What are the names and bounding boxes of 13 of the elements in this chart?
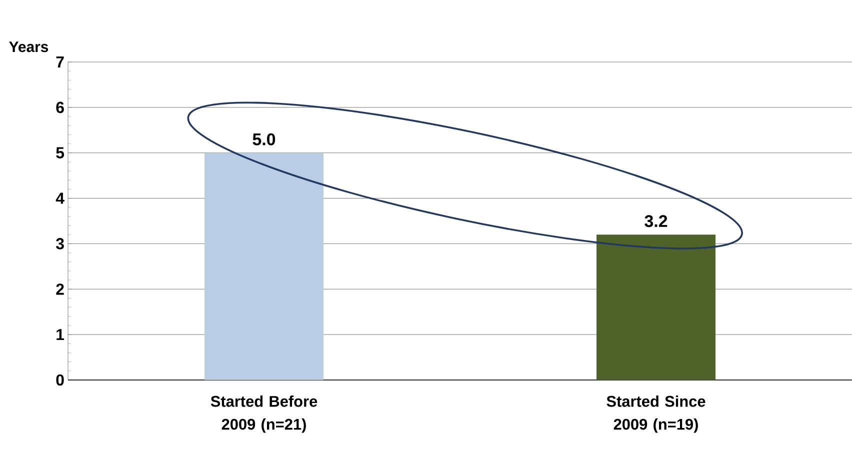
y-tick-label: 0 [56,374,64,386]
x-tick-label: Started Before 2009 (n=21) [210,396,318,433]
y-tick-label: 4 [56,192,64,204]
data-label: 5.0 [252,133,276,146]
x-tick-label: Started Since 2009 (n=19) [606,396,706,433]
y-tick-label: 6 [56,102,64,114]
y-tick-label: 3 [56,238,64,250]
y-tick-label: 1 [56,329,64,340]
y-tick-label: 5 [56,147,64,158]
y-tick-label: 7 [56,56,64,68]
y-tick-label: 2 [56,284,64,295]
data-label: 3.2 [644,215,668,228]
y-axis-title: Years [9,42,48,52]
